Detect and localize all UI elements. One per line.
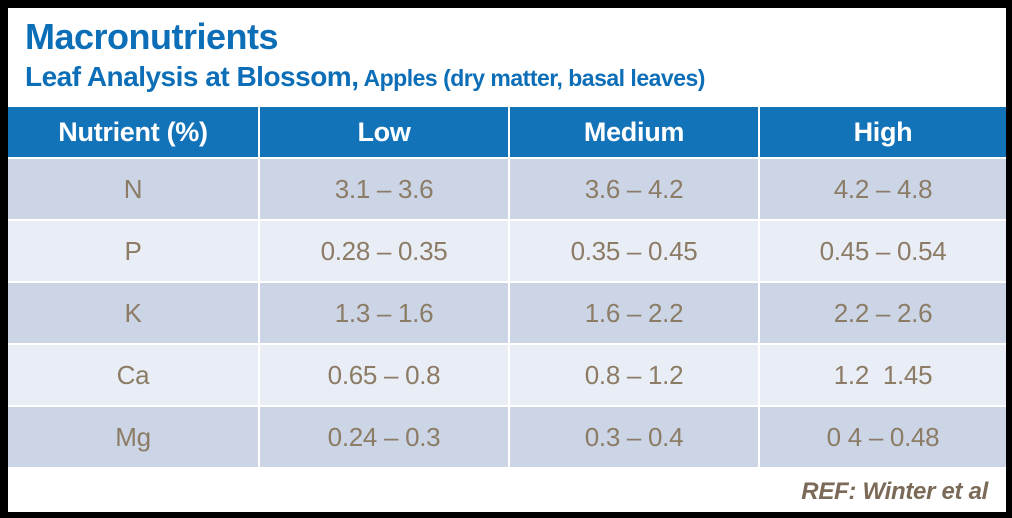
- cell-high: 2.2 – 2.6: [760, 283, 1006, 343]
- cell-medium: 3.6 – 4.2: [510, 159, 758, 219]
- reference-text: REF: Winter et al: [801, 478, 988, 505]
- cell-nutrient: P: [8, 221, 258, 281]
- cell-low: 3.1 – 3.6: [260, 159, 508, 219]
- cell-high: 4.2 – 4.8: [760, 159, 1006, 219]
- cell-low: 0.28 – 0.35: [260, 221, 508, 281]
- column-header-medium: Medium: [510, 107, 758, 157]
- cell-nutrient: K: [8, 283, 258, 343]
- cell-medium: 1.6 – 2.2: [510, 283, 758, 343]
- column-header-low: Low: [260, 107, 508, 157]
- cell-nutrient: Mg: [8, 407, 258, 467]
- cell-low: 0.24 – 0.3: [260, 407, 508, 467]
- page-title: Macronutrients: [25, 16, 279, 57]
- cell-high: 1.2 1.45: [760, 345, 1006, 405]
- column-header-nutrient: Nutrient (%): [8, 107, 258, 157]
- cell-high: 0 4 – 0.48: [760, 407, 1006, 467]
- cell-medium: 0.8 – 1.2: [510, 345, 758, 405]
- nutrient-table: Nutrient (%) Low Medium High N 3.1 – 3.6…: [8, 105, 1006, 469]
- cell-high: 0.45 – 0.54: [760, 221, 1006, 281]
- cell-medium: 0.35 – 0.45: [510, 221, 758, 281]
- cell-low: 1.3 – 1.6: [260, 283, 508, 343]
- subtitle-detail: Apples (dry matter, basal leaves): [358, 65, 706, 91]
- cell-medium: 0.3 – 0.4: [510, 407, 758, 467]
- cell-low: 0.65 – 0.8: [260, 345, 508, 405]
- column-header-high: High: [760, 107, 1006, 157]
- cell-nutrient: Ca: [8, 345, 258, 405]
- cell-nutrient: N: [8, 159, 258, 219]
- title-block: Macronutrients Leaf Analysis at Blossom,…: [8, 8, 1006, 96]
- subtitle-main: Leaf Analysis at Blossom,: [25, 61, 359, 92]
- page-subtitle: Leaf Analysis at Blossom, Apples (dry ma…: [25, 59, 1006, 96]
